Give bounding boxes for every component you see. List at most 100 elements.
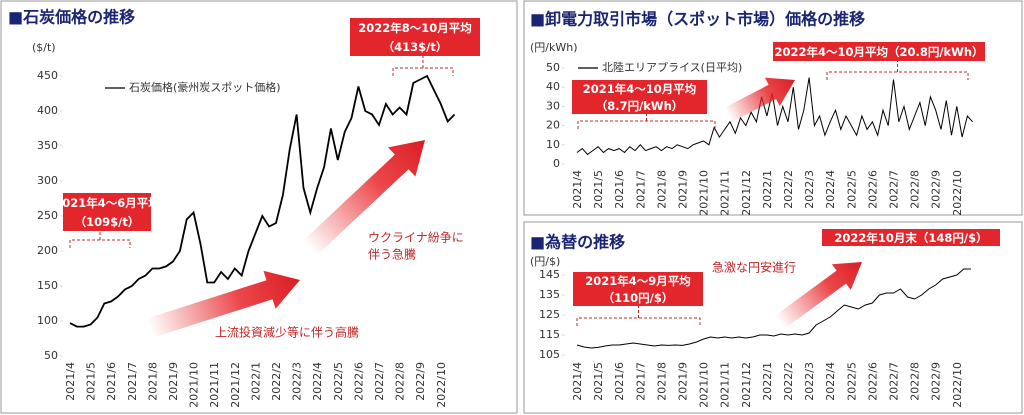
y-tick-label: 105 [539, 348, 560, 361]
x-tick-label: 2021/12 [229, 362, 242, 408]
y-tick-label: 145 [539, 268, 560, 281]
chart-title: ■為替の推移 [530, 233, 625, 252]
annotation-box [822, 229, 1000, 246]
x-tick-label: 2021/4 [571, 170, 584, 209]
x-tick-label: 2021/8 [146, 362, 159, 401]
y-tick-label: 135 [539, 288, 560, 301]
x-tick-label: 2022/4 [311, 362, 324, 401]
data-line [69, 74, 456, 328]
legend-label: 北陸エリアプライス(日平均) [602, 61, 742, 74]
x-tick-label: 2021/9 [167, 362, 180, 401]
y-tick-label: 200 [37, 244, 58, 257]
y-tick-label: 40 [546, 80, 560, 93]
annotation-text: 2021年4～9月平均 [585, 274, 691, 288]
x-tick-label: 2021/8 [655, 362, 668, 401]
y-axis-label: (円/$) [530, 255, 560, 268]
y-tick-label: 300 [37, 174, 58, 187]
y-tick-label: 115 [539, 328, 560, 341]
dashed-bracket [576, 306, 701, 326]
trend-arrow [724, 77, 795, 123]
annotation-box [63, 193, 151, 231]
x-tick-label: 2022/7 [888, 362, 901, 401]
annotation-text: 急激な円安進行 [712, 260, 796, 275]
x-tick-label: 2021/10 [188, 362, 201, 408]
annotation-box [573, 272, 703, 306]
x-tick-label: 2022/5 [845, 362, 858, 401]
chart-title: ■石炭価格の推移 [8, 8, 135, 27]
chart-title: ■卸電力取引市場（スポット市場）価格の推移 [530, 10, 865, 29]
arrow-shape [146, 270, 301, 338]
annotation-text: （110円/$） [603, 291, 674, 305]
x-tick-label: 2022/3 [291, 362, 304, 401]
x-tick-label: 2021/6 [105, 362, 118, 401]
x-tick-label: 2022/9 [930, 170, 943, 209]
panel-border [523, 221, 1023, 414]
annotation-box [350, 18, 480, 56]
y-tick-label: 125 [539, 308, 560, 321]
x-tick-label: 2022/9 [414, 362, 427, 401]
x-tick-label: 2021/10 [698, 170, 711, 216]
annotation-box [572, 80, 707, 114]
x-tick-label: 2021/4 [64, 362, 77, 401]
x-tick-label: 2021/5 [592, 362, 605, 401]
x-tick-label: 2022/10 [951, 170, 964, 216]
x-tick-label: 2022/1 [249, 362, 262, 401]
panel-border [0, 0, 518, 414]
x-tick-label: 2021/5 [592, 170, 605, 209]
x-tick-label: 2022/1 [761, 362, 774, 401]
x-tick-label: 2021/7 [634, 362, 647, 401]
legend-label: 石炭価格(豪州炭スポット価格) [129, 80, 281, 94]
annotation-text: 2021年4～6月平均 [54, 196, 160, 210]
x-tick-label: 2022/4 [824, 362, 837, 401]
annotation-text: 2022年4～10月平均（20.8円/kWh） [774, 45, 983, 59]
x-tick-label: 2021/10 [698, 362, 711, 408]
annotation-text: ウクライナ紛争に [368, 230, 464, 245]
panel-border [523, 0, 1023, 216]
x-tick-label: 2021/8 [655, 170, 668, 209]
y-tick-label: 0 [553, 157, 560, 170]
x-tick-label: 2021/12 [740, 170, 753, 216]
x-tick-label: 2021/7 [126, 362, 139, 401]
x-tick-label: 2022/10 [951, 362, 964, 408]
x-tick-label: 2021/11 [719, 170, 732, 216]
y-tick-label: 150 [37, 279, 58, 292]
x-tick-label: 2021/9 [677, 170, 690, 209]
x-tick-label: 2022/5 [332, 362, 345, 401]
annotation-text: （109$/t） [75, 215, 140, 229]
x-tick-label: 2022/8 [909, 170, 922, 209]
x-tick-label: 2022/3 [803, 170, 816, 209]
data-line [576, 268, 971, 349]
annotation-text: 2022年10月末（148円/$） [834, 231, 987, 245]
x-tick-label: 2021/11 [719, 362, 732, 408]
trend-arrow [303, 139, 426, 256]
x-tick-label: 2021/11 [208, 362, 221, 408]
trend-arrow [146, 270, 301, 338]
dashed-bracket [392, 56, 454, 76]
dashed-bracket [826, 61, 969, 80]
x-tick-label: 2021/5 [85, 362, 98, 401]
arrow-shape [775, 262, 863, 329]
y-tick-label: 350 [37, 139, 58, 152]
x-tick-label: 2022/2 [782, 170, 795, 209]
y-tick-label: 450 [37, 69, 58, 82]
x-tick-label: 2022/8 [909, 362, 922, 401]
x-tick-label: 2022/10 [435, 362, 448, 408]
x-tick-label: 2022/6 [352, 362, 365, 401]
annotation-text: （8.7円/kWh） [596, 99, 684, 113]
annotation-box [773, 42, 985, 61]
trend-arrow [775, 262, 863, 329]
x-tick-label: 2022/4 [824, 170, 837, 209]
arrow-shape [724, 77, 795, 123]
dashed-bracket [577, 114, 716, 129]
y-axis-label: (円/kWh) [530, 41, 578, 54]
x-tick-label: 2021/7 [634, 170, 647, 209]
y-tick-label: 30 [546, 99, 560, 112]
dashed-bracket [69, 231, 131, 248]
annotation-text: （413$/t） [383, 40, 448, 54]
x-tick-label: 2021/12 [740, 362, 753, 408]
x-tick-label: 2022/2 [270, 362, 283, 401]
x-tick-label: 2022/5 [845, 170, 858, 209]
x-tick-label: 2022/7 [373, 362, 386, 401]
x-tick-label: 2022/6 [866, 170, 879, 209]
